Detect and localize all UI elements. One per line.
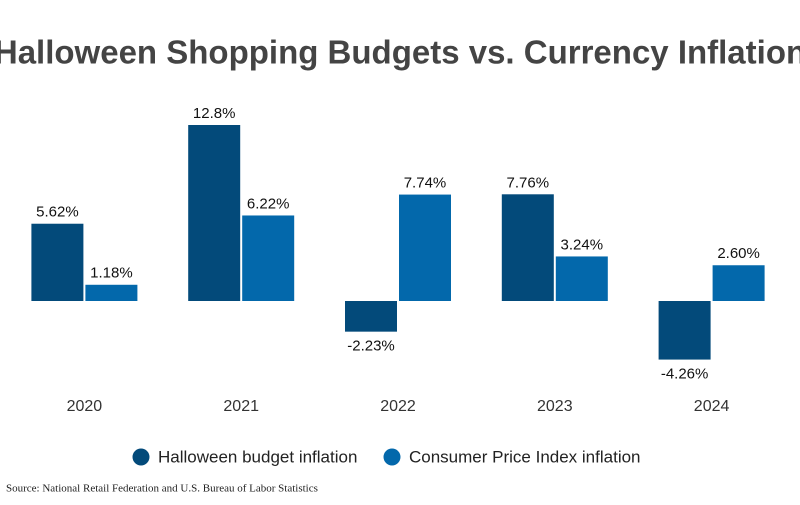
- x-tick-label: 2020: [67, 398, 103, 415]
- value-label: 3.24%: [561, 236, 604, 253]
- bar: [345, 301, 397, 332]
- legend-label: Halloween budget inflation: [158, 447, 357, 466]
- value-label: 12.8%: [193, 105, 236, 122]
- value-label: 2.60%: [717, 245, 760, 262]
- value-label: 6.22%: [247, 195, 290, 212]
- bar: [188, 125, 241, 301]
- bar: [399, 194, 451, 301]
- bar: [242, 215, 295, 301]
- legend-swatch: [132, 448, 150, 466]
- value-label: 5.62%: [36, 204, 79, 221]
- legend-label: Consumer Price Index inflation: [409, 447, 641, 466]
- bar: [555, 256, 608, 301]
- x-tick-label: 2023: [537, 398, 573, 415]
- value-label: 7.74%: [404, 175, 447, 192]
- value-label: -2.23%: [347, 338, 395, 355]
- legend-swatch: [383, 448, 401, 466]
- value-label: -4.26%: [661, 366, 709, 383]
- bar: [85, 284, 138, 301]
- x-tick-label: 2022: [380, 398, 416, 415]
- bar: [712, 265, 765, 301]
- bar: [658, 301, 711, 360]
- x-tick-label: 2024: [694, 398, 730, 415]
- chart-title: Halloween Shopping Budgets vs. Currency …: [0, 34, 800, 71]
- x-tick-label: 2021: [223, 398, 259, 415]
- source-note: Source: National Retail Federation and U…: [6, 483, 318, 495]
- bar: [31, 223, 84, 301]
- value-label: 1.18%: [90, 265, 133, 282]
- value-label: 7.76%: [507, 174, 550, 191]
- bar: [501, 194, 554, 301]
